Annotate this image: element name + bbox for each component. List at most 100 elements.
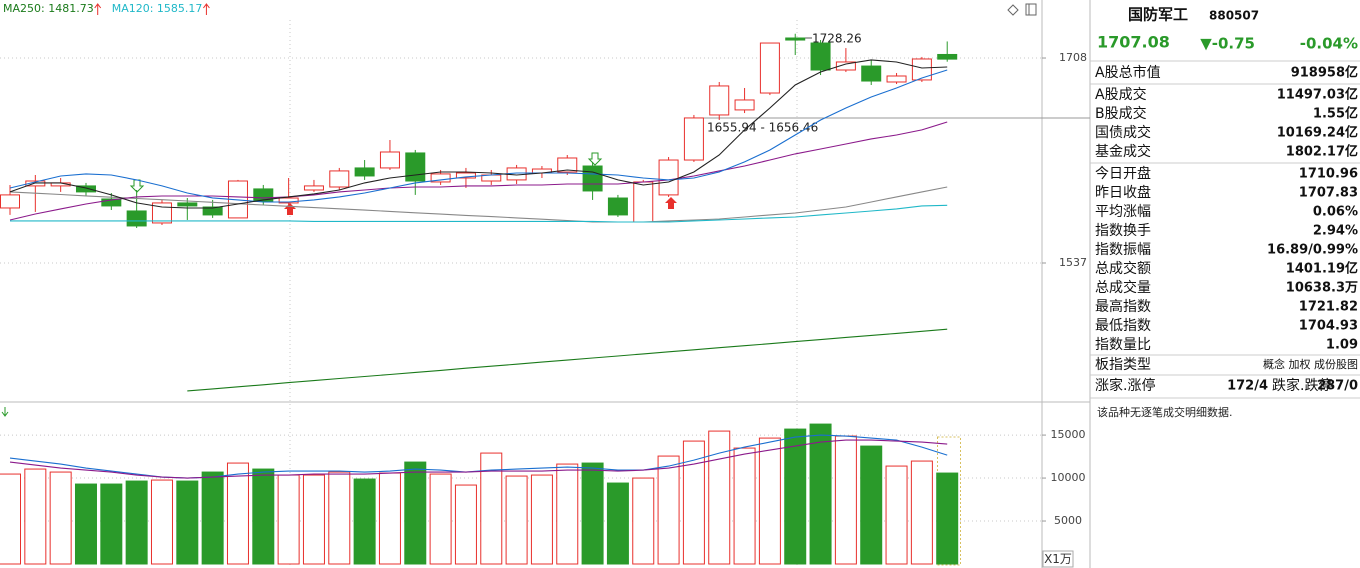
volume-bar [404,461,427,565]
candle-body [835,61,856,71]
panel-row-value: 918958亿 [1291,65,1358,81]
volume-bar [606,482,629,565]
panel-row-value: 10169.24亿 [1277,125,1358,141]
volume-bar [0,473,21,565]
candle-body [633,181,654,223]
volume-bar [125,480,148,565]
candle-body [658,159,679,196]
volume-bar [657,455,680,565]
icon-diamond[interactable] [1007,4,1019,16]
panel-row-value: 1.55亿 [1313,106,1358,122]
volume-bar [378,472,401,565]
volume-bar [936,472,959,565]
volume-bar [353,478,376,565]
ma-line [10,204,948,223]
icon-window[interactable] [1025,3,1037,16]
panel-row-label: 最低指数 [1095,318,1151,334]
ma-line [9,121,948,221]
panel-row-value: 0.06% [1313,205,1358,220]
breadth-down-label: 跌家.跌停 [1272,377,1332,394]
candle-body [75,185,96,193]
volume-bar [885,465,908,565]
candle-body [379,151,400,169]
volume-bar [252,468,275,565]
volume-bar [480,452,503,565]
volume-bar [556,463,579,565]
volume-bar [226,462,249,565]
pane-arrow [1,407,9,417]
panel-row-value: 1710.96 [1299,167,1358,182]
volume-bar [809,423,832,565]
breadth-up-value: 172/4 [1227,379,1268,394]
volume-bar [860,445,883,565]
volume-bar [328,471,351,565]
panel-code: 880507 [1209,9,1259,23]
sell-signal [587,152,603,166]
volume-bar [429,473,452,565]
unit-label: X1万 [1044,552,1072,566]
panel-row-label: 总成交量 [1095,279,1151,296]
panel-row-label: 指数振幅 [1095,242,1151,258]
volume-bar [74,483,97,565]
volume-bar [530,474,553,565]
candle-body [557,157,578,173]
panel-row-label: 指数量比 [1095,337,1151,353]
ruler-label: 1655.94 - 1656.46 [707,121,818,135]
panel-change: ▼-0.75 [1200,35,1255,53]
candle-body [861,65,882,82]
y-tick-label: 10000 [1051,471,1086,484]
high-label: 1728.26 [812,32,862,46]
panel-row-label: 板指类型 [1095,357,1151,373]
volume-bar [758,437,781,565]
candle-body [151,202,172,224]
panel-row-value: 11497.03亿 [1277,87,1358,103]
candle-body [937,53,958,60]
panel-title: 国防军工 [1128,6,1188,24]
panel-row-value: 1707.83 [1299,186,1358,201]
candle-body [911,58,932,81]
ma-line [9,186,948,223]
panel-note: 该品种无逐笔成交明细数据. [1097,405,1233,419]
panel-row-label: 最高指数 [1095,298,1151,315]
panel-row-label: 今日开盘 [1095,165,1151,182]
candle-body [202,206,223,216]
volume-bar [176,480,199,565]
candle-body [354,167,375,177]
volume-bar [784,428,807,565]
panel-row-label: 总成交额 [1095,260,1151,277]
candle-body [126,210,147,227]
candle-body [455,172,476,179]
candle-body [607,197,628,216]
candle-body [759,42,780,94]
volume-bar [910,460,933,565]
panel-price: 1707.08 [1097,33,1170,52]
volume-bar [49,471,72,565]
ma-line [9,59,948,209]
candle-body [405,152,426,182]
candle-body [430,173,451,183]
candle-body [810,42,831,71]
ma-line [9,69,948,203]
ma-line [9,439,948,479]
candle-body [329,170,350,188]
buy-signal [665,197,677,209]
volume-bar [201,471,224,565]
panel-change-pct: -0.04% [1300,35,1358,53]
candle-body [582,165,603,192]
candle-body [785,37,806,41]
panel-row-label: B股成交 [1095,105,1147,122]
volume-bar [277,474,300,565]
y-tick-label: 1537 [1059,256,1087,269]
breadth-up-label: 涨家.涨停 [1095,377,1155,394]
panel-row-value: 概念 加权 成份股图 [1263,357,1358,371]
candle-body [709,85,730,116]
legend-arrow [94,3,102,15]
panel-row-label: 基金成交 [1095,143,1151,160]
legend-arrow [203,3,210,15]
panel-row-label: 国债成交 [1095,124,1151,141]
candle-body [734,99,755,111]
candle-body [0,194,20,209]
volume-bar [24,468,47,565]
